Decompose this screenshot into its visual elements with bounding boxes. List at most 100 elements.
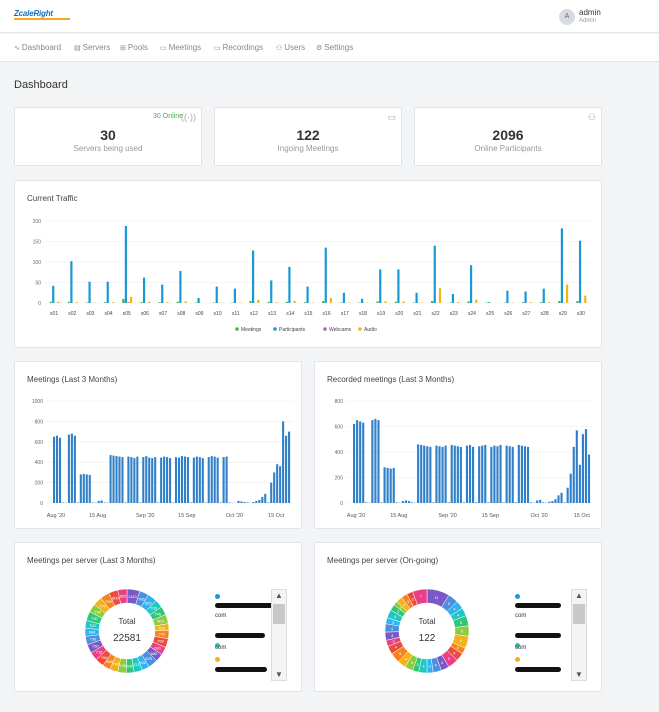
bar <box>520 445 523 503</box>
slice-label: 702 <box>159 632 166 637</box>
nav-label: Settings <box>324 43 354 52</box>
traffic-bar <box>166 302 169 303</box>
donut-slice <box>117 588 128 604</box>
traffic-bar <box>547 302 551 303</box>
bar <box>523 446 527 503</box>
bar <box>465 445 469 503</box>
nav-meetings[interactable]: ▭ Meetings <box>160 43 201 52</box>
bar <box>359 421 362 503</box>
traffic-bar <box>106 281 109 303</box>
slice-label: 4 <box>391 633 394 638</box>
legend-marker <box>235 327 239 331</box>
nav-recordings[interactable]: ▭ Recordings <box>214 43 263 52</box>
chevron-down-icon[interactable]: ▼ <box>575 670 583 679</box>
x-tick-label: Aug '20 <box>47 513 65 519</box>
x-tick-label: s09 <box>195 311 203 317</box>
traffic-bar <box>488 302 491 303</box>
slice-label: 3 <box>416 662 419 667</box>
bar <box>444 445 447 503</box>
slice-label: 790 <box>91 616 98 621</box>
traffic-bar <box>104 302 107 303</box>
traffic-bar <box>438 288 442 303</box>
bar <box>426 446 429 503</box>
traffic-bar <box>257 299 260 303</box>
x-tick-label: 15 Sep <box>178 513 195 519</box>
nav-servers[interactable]: ▤ Servers <box>74 43 110 52</box>
bar <box>180 456 184 503</box>
y-tick-label: 800 <box>335 399 344 405</box>
avatar[interactable]: A <box>559 9 575 25</box>
chevron-down-icon[interactable]: ▼ <box>275 670 283 679</box>
x-tick-label: s07 <box>159 311 167 317</box>
legend-scrollbar[interactable]: ▲ ▼ <box>571 589 587 681</box>
traffic-bar <box>560 228 564 303</box>
nav-pools[interactable]: ⊞ Pools <box>120 43 148 52</box>
bar <box>273 472 276 503</box>
bar <box>142 457 145 503</box>
scroll-thumb[interactable] <box>573 604 585 624</box>
traffic-bar <box>322 300 325 303</box>
bar <box>213 456 216 503</box>
x-tick-label: s23 <box>450 311 458 317</box>
traffic-bar <box>379 269 382 303</box>
bar <box>189 502 192 503</box>
bar <box>517 444 520 503</box>
traffic-bar <box>233 288 237 303</box>
per-server-3m-donut: 1120786820706745809613702760691680825642… <box>84 588 170 674</box>
main-nav: ∿ Dashboard ▤ Servers ⊞ Pools ▭ Meetings ▭ Re… <box>0 34 659 62</box>
bar <box>195 456 198 503</box>
nav-settings[interactable]: ⚙ Settings <box>316 43 353 52</box>
bar <box>136 456 139 503</box>
traffic-bar <box>67 301 70 303</box>
nav-users[interactable]: ⚇ Users <box>276 43 305 52</box>
bar <box>551 501 554 503</box>
bar <box>97 500 100 503</box>
legend-scrollbar[interactable]: ▲ ▼ <box>271 589 287 681</box>
bar <box>548 501 551 503</box>
traffic-bar <box>57 301 60 303</box>
bar <box>228 502 231 503</box>
bar <box>502 502 505 503</box>
traffic-bar <box>306 286 309 303</box>
chevron-up-icon[interactable]: ▲ <box>275 591 283 600</box>
bar <box>529 502 533 503</box>
slice-label: 700 <box>89 623 96 628</box>
bar <box>572 446 575 503</box>
slice-label: 4 <box>453 650 456 655</box>
bar <box>438 446 441 503</box>
bar <box>276 464 279 503</box>
bar <box>157 502 160 503</box>
user-name[interactable]: admin <box>579 8 601 17</box>
nav-label: Meetings <box>168 43 202 52</box>
logo[interactable]: ZcaleRight <box>14 9 53 18</box>
slice-label: 730 <box>90 637 97 642</box>
chevron-up-icon[interactable]: ▲ <box>575 591 583 600</box>
slice-label: 809 <box>157 618 164 623</box>
bar <box>484 444 487 503</box>
slice-label: 1120 <box>128 594 137 599</box>
bar <box>237 500 240 503</box>
legend-label: Audio <box>364 327 377 333</box>
bar <box>61 502 65 503</box>
traffic-bar <box>88 281 91 303</box>
per-server-ongoing-card: Meetings per server (On-going) 11 5 4 4 5 5 6 3… <box>314 542 602 692</box>
stat-label: Ingoing Meetings <box>277 144 339 153</box>
x-tick-label: s08 <box>177 311 185 317</box>
traffic-bar <box>376 301 379 303</box>
bar <box>127 456 130 503</box>
nav-dashboard[interactable]: ∿ Dashboard <box>14 43 61 52</box>
x-tick-label: s22 <box>432 311 440 317</box>
slice-label: 820 <box>145 601 152 606</box>
traffic-bar <box>342 292 346 303</box>
stat-card-participants: ⚇ 2096 Online Participants <box>414 107 602 166</box>
bar <box>557 495 560 503</box>
traffic-bar <box>75 302 78 303</box>
bar <box>151 458 154 503</box>
traffic-bar <box>415 292 418 303</box>
bar <box>73 435 76 503</box>
traffic-chart: 0 50 100 150 200 s01 s02 s03 s04 s05 s06 s07 s08 s09 s… <box>33 219 590 333</box>
bar <box>377 420 380 503</box>
scroll-thumb[interactable] <box>273 604 285 624</box>
x-tick-label: s25 <box>486 311 494 317</box>
bar <box>554 499 557 503</box>
